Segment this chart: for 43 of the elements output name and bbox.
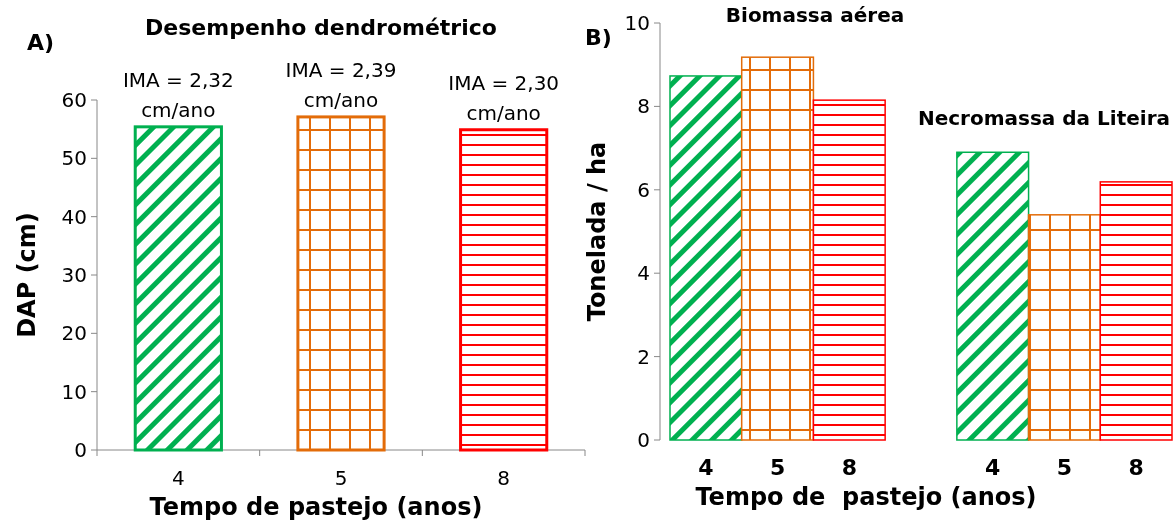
y-tick-label: 8 [637, 94, 650, 119]
x-tick-label: 8 [1128, 455, 1144, 480]
y-tick-label: 10 [61, 379, 87, 404]
bar [956, 151, 1030, 441]
bar [459, 128, 549, 452]
bar [296, 115, 386, 452]
x-tick-label: 8 [497, 466, 511, 490]
bar [1027, 214, 1102, 441]
chart-title: Desempenho dendrométrico [145, 15, 497, 40]
y-tick-label: 10 [624, 11, 650, 35]
x-tick-label: 8 [841, 455, 857, 480]
y-axis-title: DAP (cm) [13, 212, 41, 338]
x-axis-title: Tempo de pastejo (anos) [695, 483, 1037, 511]
y-tick-label: 0 [74, 438, 87, 462]
bar [740, 56, 815, 441]
x-tick-label: 4 [698, 455, 714, 480]
x-axis-title: Tempo de pastejo (anos) [149, 493, 483, 521]
y-tick-label: 2 [637, 344, 650, 369]
annotation: Biomassa aérea [725, 3, 905, 27]
y-tick-label: 60 [61, 88, 87, 112]
annotation: IMA = 2,30 cm/ano [448, 70, 560, 125]
y-tick-label: 4 [637, 261, 650, 286]
annotation: Necromassa da Liteira [917, 106, 1170, 130]
annotation: IMA = 2,39 cm/ano [285, 57, 397, 112]
x-tick-label: 5 [769, 455, 786, 480]
y-tick-label: 6 [637, 177, 650, 202]
y-tick-label: 50 [61, 146, 87, 171]
bar [133, 125, 223, 452]
y-tick-label: 40 [61, 204, 87, 229]
x-tick-label: 5 [1056, 455, 1073, 480]
text: A) [27, 30, 55, 55]
x-tick-label: 5 [334, 466, 348, 490]
bar [669, 75, 743, 441]
y-tick-label: 0 [637, 428, 650, 452]
bar [812, 99, 886, 441]
y-axis-title: Tonelada / ha [583, 141, 611, 322]
y-tick-label: 30 [61, 263, 87, 287]
text: B) [585, 25, 612, 50]
y-tick-label: 20 [61, 321, 87, 346]
bar [1099, 181, 1173, 441]
x-tick-label: 4 [985, 455, 1001, 480]
x-tick-label: 4 [171, 466, 185, 490]
annotation: IMA = 2,32 cm/ano [122, 67, 234, 122]
